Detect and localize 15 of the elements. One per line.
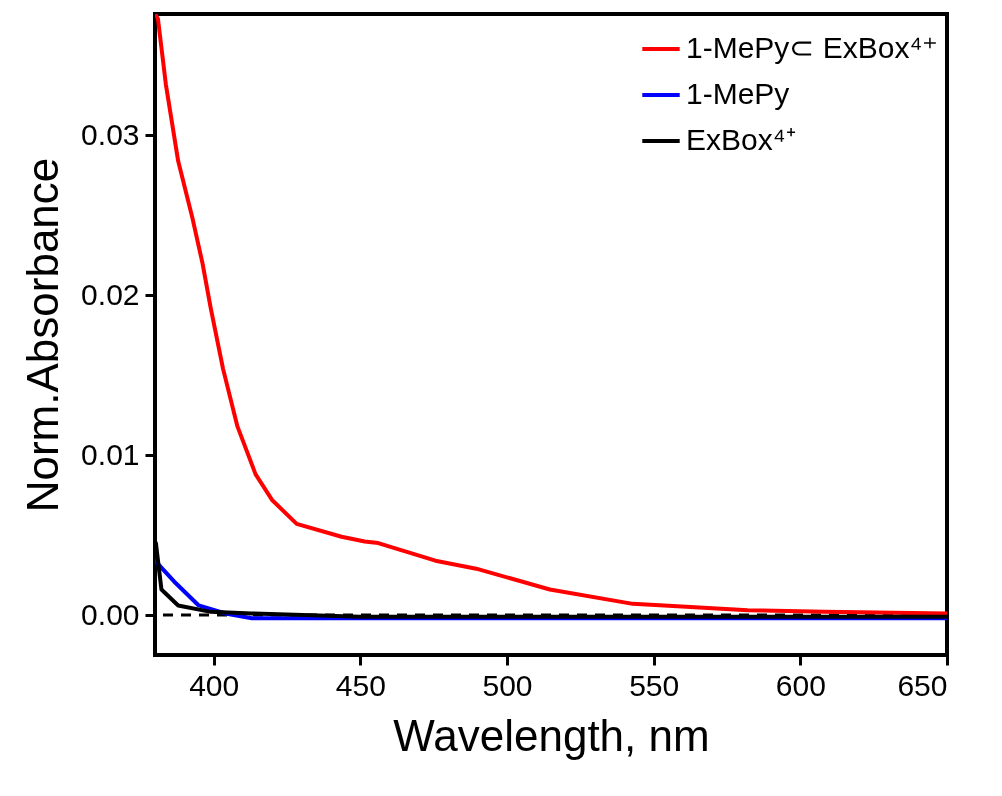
- x-tick-label: 500: [482, 668, 533, 702]
- legend-label: 1-MePy⊂ ExBox⁴⁺: [686, 31, 939, 64]
- y-tick-label: 0.01: [81, 437, 140, 471]
- y-tick-label: 0.00: [81, 597, 140, 631]
- legend-label: 1-MePy: [686, 77, 790, 110]
- x-axis-title: Wavelength, nm: [393, 710, 710, 760]
- y-tick-label: 0.02: [81, 277, 140, 311]
- x-tick-label: 600: [775, 668, 826, 702]
- x-tick-label: 550: [629, 668, 680, 702]
- x-tick-label: 650: [897, 668, 948, 702]
- x-tick-label: 400: [189, 668, 240, 702]
- y-tick-label: 0.03: [81, 117, 140, 151]
- y-axis-title: Norm.Absorbance: [18, 157, 68, 513]
- legend-label: ExBox⁴⁺: [686, 123, 796, 156]
- x-tick-label: 450: [335, 668, 386, 702]
